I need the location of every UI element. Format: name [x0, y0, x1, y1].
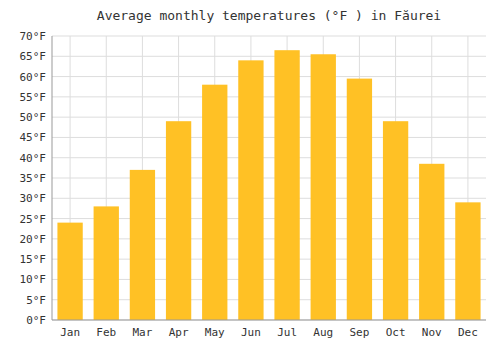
y-tick-label: 40°F: [20, 152, 47, 165]
bar: [311, 54, 336, 320]
bar: [347, 79, 372, 320]
bar: [202, 85, 227, 320]
bar: [130, 170, 155, 320]
y-grid-line: [52, 320, 486, 321]
y-tick-label: 20°F: [20, 233, 47, 246]
grid: [52, 36, 486, 320]
y-axis: 0°F 5°F 10°F 15°F 20°F 25°F 30°F 35°F 40°F 45°F 50…: [20, 30, 47, 327]
bar: [94, 206, 119, 320]
y-tick-label: 50°F: [20, 111, 47, 124]
y-tick-label: 5°F: [26, 294, 46, 307]
bar: [274, 50, 299, 320]
y-tick-label: 70°F: [20, 30, 47, 43]
x-tick-label: Oct: [386, 326, 406, 339]
y-tick-label: 65°F: [20, 50, 47, 63]
y-grid-line: [52, 76, 486, 77]
y-grid-line: [52, 36, 486, 37]
y-tick-label: 10°F: [20, 273, 47, 286]
y-tick-label: 15°F: [20, 253, 47, 266]
y-grid-line: [52, 157, 486, 158]
chart-container: Average monthly temperatures (°F ) in Fă…: [0, 0, 500, 350]
x-tick-label: Jun: [241, 326, 261, 339]
x-axis-line: [52, 320, 486, 321]
y-tick-label: 35°F: [20, 172, 47, 185]
bar: [166, 121, 191, 320]
y-tick-label: 25°F: [20, 213, 47, 226]
bars: [57, 50, 480, 320]
y-grid-line: [52, 56, 486, 57]
x-tick-label: Jul: [277, 326, 297, 339]
x-tick-label: Feb: [96, 326, 116, 339]
y-tick-label: 30°F: [20, 192, 47, 205]
bar: [238, 60, 263, 320]
x-tick-label: Nov: [422, 326, 442, 339]
y-tick-label: 55°F: [20, 91, 47, 104]
bar: [455, 202, 480, 320]
chart-svg: Average monthly temperatures (°F ) in Fă…: [0, 0, 500, 350]
x-tick-label: Apr: [169, 326, 189, 339]
bar: [383, 121, 408, 320]
bar: [57, 223, 82, 320]
x-tick-label: Mar: [132, 326, 152, 339]
y-tick-label: 60°F: [20, 71, 47, 84]
y-grid-line: [52, 96, 486, 97]
x-axis: Jan Feb Mar Apr May Jun Jul Aug Sep Oct Nov Dec: [60, 326, 478, 339]
y-axis-line: [52, 36, 53, 320]
x-tick-label: Aug: [313, 326, 333, 339]
x-tick-label: May: [205, 326, 225, 339]
x-tick-label: Sep: [349, 326, 369, 339]
y-tick-label: 0°F: [26, 314, 46, 327]
y-grid-line: [52, 137, 486, 138]
y-grid-line: [52, 117, 486, 118]
bar: [419, 164, 444, 320]
chart-title: Average monthly temperatures (°F ) in Fă…: [97, 8, 441, 23]
x-tick-label: Dec: [458, 326, 478, 339]
x-tick-label: Jan: [60, 326, 80, 339]
y-tick-label: 45°F: [20, 131, 47, 144]
